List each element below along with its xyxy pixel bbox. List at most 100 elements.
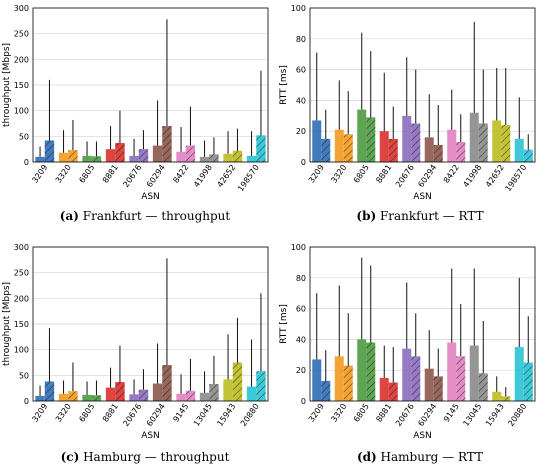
bar-hatch (343, 365, 353, 401)
bar-hatch (68, 391, 78, 401)
bar-hatch (433, 376, 443, 401)
bar (199, 156, 210, 162)
caption-b: (b) Frankfurt — RTT (356, 209, 484, 223)
x-tick-label: 3209 (30, 163, 49, 185)
y-tick-label: 0 (301, 397, 306, 406)
bar (58, 393, 69, 401)
bar (334, 129, 344, 162)
chart-panel-2: 0 50 100 150 200 250 300 throughput [Mbps] 3209 3… (2, 243, 269, 441)
x-tick-label: 8881 (101, 402, 120, 424)
bar-hatch (433, 145, 443, 162)
caption-a: (a) Frankfurt — throughput (59, 209, 231, 223)
bar (514, 347, 524, 401)
bar-hatch (388, 382, 398, 401)
bar (152, 145, 163, 162)
bar-hatch (209, 154, 219, 162)
x-tick-label: 15943 (215, 402, 237, 428)
y-tick-label: 80 (296, 35, 306, 44)
caption-c: (c) Hamburg — throughput (60, 450, 230, 464)
bar-hatch (501, 396, 511, 401)
bar-hatch (68, 150, 78, 162)
x-tick-label: 3320 (329, 163, 348, 185)
x-tick-label: 6805 (77, 402, 96, 424)
bar-hatch (523, 149, 533, 162)
y-axis-label: throughput [Mbps] (2, 43, 12, 127)
x-tick-label: 20676 (394, 163, 416, 189)
bar-hatch (366, 117, 376, 162)
x-tick-label: 60294 (416, 163, 438, 189)
bar-hatch (232, 362, 243, 401)
axes-frame (309, 7, 536, 163)
bar (129, 155, 139, 162)
bar (469, 345, 479, 401)
x-tick-label: 41998 (461, 163, 483, 189)
y-tick-label: 100 (291, 243, 306, 252)
bar-hatch (162, 126, 172, 162)
x-tick-label: 8422 (171, 163, 190, 185)
x-tick-label: 20880 (239, 402, 261, 428)
axes-frame (32, 246, 269, 402)
bar (152, 383, 163, 401)
bar (82, 394, 92, 401)
x-tick-label: 3209 (307, 163, 326, 185)
chart-panel-3: 0 20 40 60 80 100 RTT [ms] 3209 3320 6805 8881 2067… (279, 243, 536, 441)
x-tick-label: 8881 (374, 163, 393, 185)
x-tick-label: 3209 (30, 402, 49, 424)
x-tick-label: 20676 (121, 163, 143, 189)
x-tick-label: 15943 (484, 402, 506, 428)
bar-hatch (523, 362, 533, 401)
bar (469, 112, 479, 162)
bar-hatch (501, 125, 511, 162)
bar-hatch (115, 143, 125, 162)
bar-hatch (138, 389, 149, 401)
bar-hatch (456, 141, 466, 162)
bar (35, 156, 45, 162)
bar (246, 155, 257, 162)
bar (129, 394, 139, 401)
x-tick-label: 42652 (215, 163, 237, 189)
bar-hatch (232, 150, 243, 162)
y-tick-label: 200 (14, 294, 29, 303)
x-tick-label: 60294 (416, 402, 438, 428)
bar (105, 149, 116, 162)
bar-hatch (366, 342, 376, 401)
bar-hatch (321, 138, 331, 162)
y-tick-label: 100 (14, 107, 29, 116)
chart-panel-0: 0 50 100 150 200 250 300 throughput [Mbps] 3209 3… (2, 4, 269, 202)
x-tick-label: 8881 (101, 163, 120, 185)
bar (357, 339, 367, 401)
x-tick-label: 9145 (442, 402, 461, 424)
bar-hatch (456, 356, 466, 401)
bar (223, 379, 233, 401)
x-tick-label: 3209 (307, 402, 326, 424)
y-tick-label: 40 (296, 96, 306, 105)
bar (402, 115, 412, 162)
x-tick-label: 9145 (171, 402, 190, 424)
x-axis-label: ASN (141, 431, 160, 441)
x-tick-label: 6805 (77, 163, 96, 185)
x-tick-label: 6805 (352, 402, 371, 424)
x-tick-label: 20880 (506, 402, 528, 428)
bar (492, 391, 502, 401)
bar (514, 138, 524, 162)
x-tick-label: 13045 (461, 402, 483, 428)
x-tick-label: 3320 (54, 163, 73, 185)
bar (312, 359, 322, 401)
bar (447, 129, 457, 162)
bar (105, 387, 116, 401)
y-axis-label: RTT [ms] (279, 65, 289, 105)
bar-hatch (321, 380, 331, 401)
bar-hatch (44, 381, 55, 401)
bar-hatch (343, 134, 353, 162)
bar (199, 392, 210, 401)
x-axis-label: ASN (141, 192, 160, 202)
bar-hatch (478, 123, 488, 162)
x-tick-label: 3320 (54, 402, 73, 424)
bar-hatch (388, 138, 398, 162)
bar-hatch (91, 395, 102, 401)
x-tick-label: 198570 (236, 163, 261, 193)
x-axis-label: ASN (413, 192, 432, 202)
x-tick-label: 42652 (484, 163, 506, 189)
y-tick-label: 60 (296, 66, 306, 75)
